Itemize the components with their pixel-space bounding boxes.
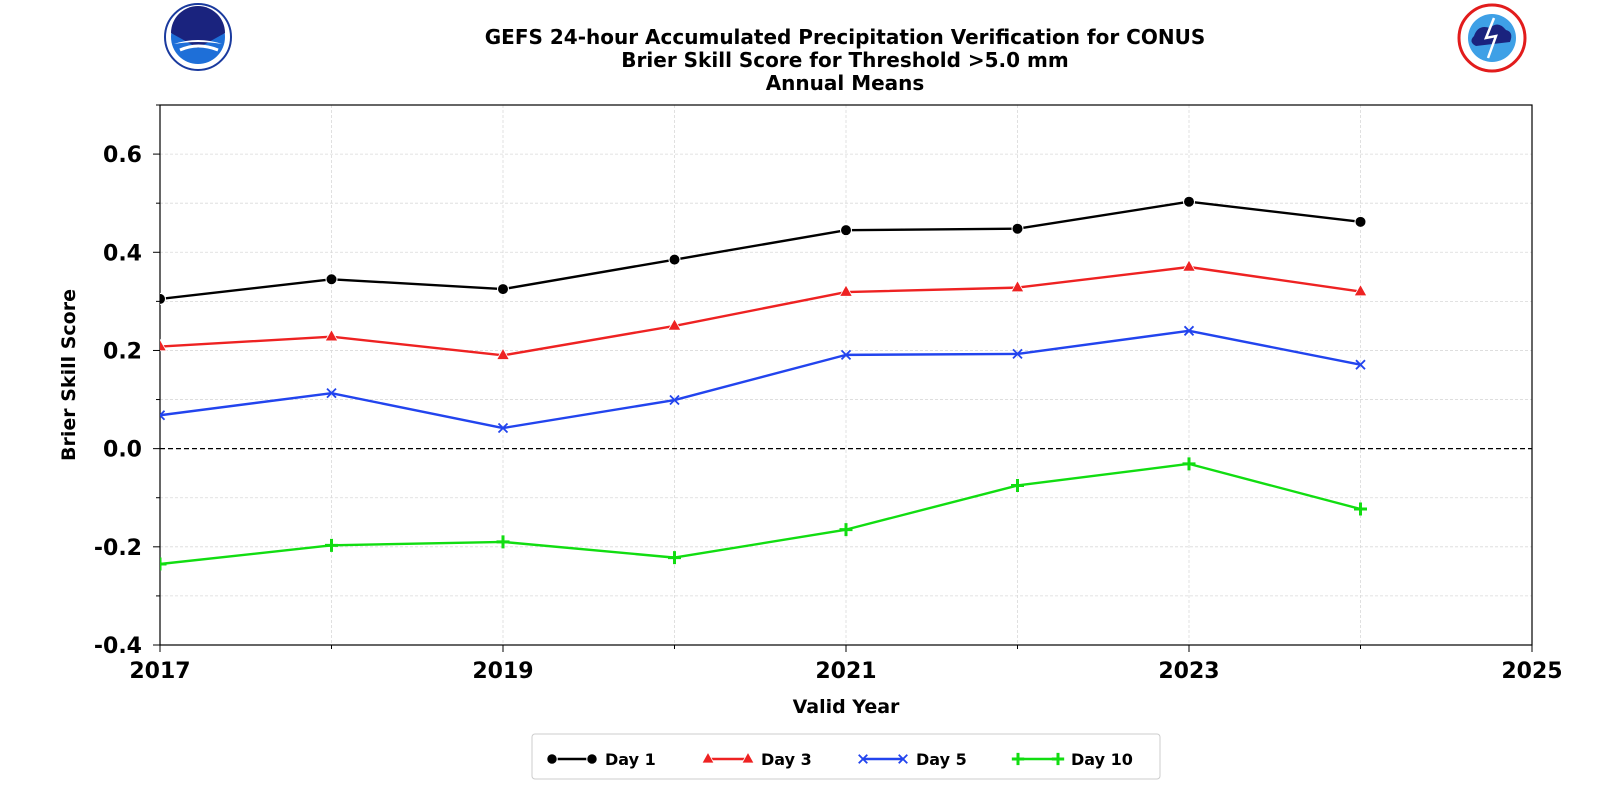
noaa-logo [164, 3, 232, 71]
grid [160, 105, 1532, 645]
data-point-day-10 [1011, 478, 1024, 492]
data-point-day-5 [1355, 359, 1366, 370]
data-point-day-1 [325, 273, 338, 286]
data-point-day-10 [668, 551, 681, 565]
data-point-day-5 [497, 422, 509, 434]
legend-item-day-10: Day 10 [1011, 750, 1133, 769]
legend-marker-day-10 [1051, 752, 1065, 766]
x-tick-label: 2023 [1158, 659, 1219, 684]
data-point-day-3 [324, 328, 339, 342]
data-point-day-5 [1183, 325, 1195, 336]
legend-marker-day-5 [898, 754, 908, 764]
x-tick-label: 2021 [815, 659, 876, 684]
data-point-day-5 [326, 388, 337, 399]
series-line-day-5 [160, 329, 1361, 430]
data-point-day-10 [1182, 457, 1196, 471]
data-point-day-5 [840, 349, 852, 361]
chart-title: GEFS 24-hour Accumulated Precipitation V… [485, 25, 1205, 95]
legend-marker-day-3 [741, 751, 755, 764]
data-point-day-10 [1354, 502, 1367, 516]
legend-label-day-5: Day 5 [916, 750, 967, 769]
data-point-day-3 [160, 338, 167, 352]
data-point-day-10 [496, 535, 510, 549]
series-day-5 [160, 325, 1366, 434]
title-line-1: GEFS 24-hour Accumulated Precipitation V… [485, 25, 1205, 49]
data-point-day-1 [840, 224, 852, 237]
series-day-10 [160, 457, 1367, 571]
data-point-day-1 [1354, 215, 1367, 228]
series-group [160, 195, 1368, 571]
series-day-1 [160, 195, 1367, 305]
y-tick-label: 0.4 [103, 241, 142, 266]
x-axis-label: Valid Year [793, 696, 900, 718]
data-point-day-10 [325, 538, 338, 552]
series-line-day-1 [160, 200, 1361, 301]
title-line-2: Brier Skill Score for Threshold >5.0 mm [621, 48, 1068, 72]
y-tick-label: -0.2 [94, 536, 142, 561]
data-point-day-3 [1353, 283, 1368, 297]
data-point-day-3 [1182, 259, 1196, 272]
series-line-day-3 [160, 265, 1361, 357]
y-tick-label: 0.6 [103, 143, 142, 168]
legend-label-day-10: Day 10 [1071, 750, 1133, 769]
data-point-day-5 [1012, 348, 1023, 360]
x-tick-label: 2019 [472, 659, 533, 684]
data-point-day-1 [160, 292, 166, 305]
legend: Day 1 Day 3 Day 5 Day 10 [531, 733, 1161, 780]
nws-logo [1457, 3, 1527, 73]
data-point-day-3 [839, 284, 853, 297]
data-point-day-1 [1011, 222, 1024, 235]
x-tick-label: 2017 [129, 659, 190, 684]
y-tick-label: -0.4 [94, 634, 142, 659]
legend-marker-day-10 [1011, 752, 1025, 766]
y-tick-label: 0.2 [103, 339, 142, 364]
series-line-day-10 [160, 462, 1361, 566]
legend-label-day-1: Day 1 [605, 750, 656, 769]
data-point-day-3 [496, 347, 510, 360]
data-point-day-5 [669, 394, 680, 406]
legend-box [531, 733, 1161, 780]
legend-items: Day 1 Day 3 Day 5 Day 10 [546, 750, 1133, 769]
legend-marker-day-5 [858, 754, 868, 764]
legend-marker-day-3 [701, 751, 715, 764]
legend-label-day-3: Day 3 [761, 750, 812, 769]
series-day-3 [160, 259, 1368, 360]
data-point-day-1 [668, 253, 681, 266]
legend-item-day-1: Day 1 [546, 750, 656, 769]
data-point-day-1 [497, 283, 509, 296]
data-point-day-10 [160, 557, 167, 571]
data-point-day-1 [1183, 195, 1195, 208]
legend-item-day-3: Day 3 [701, 750, 812, 769]
data-point-day-10 [839, 523, 853, 537]
x-tick-label: 2025 [1501, 659, 1562, 684]
legend-marker-day-1 [586, 753, 598, 765]
y-axis-label: Brier Skill Score [58, 289, 80, 461]
title-line-3: Annual Means [766, 71, 925, 95]
data-point-day-5 [160, 410, 166, 421]
data-point-day-3 [1010, 279, 1025, 293]
y-tick-label: 0.0 [103, 438, 142, 463]
axis-ticks: 2017 2019 2021 2023 2025 -0.4 -0.2 0.0 0.2 0.4 0.6 [94, 104, 1563, 684]
legend-marker-day-1 [546, 753, 558, 765]
legend-item-day-5: Day 5 [858, 750, 967, 769]
data-point-day-3 [667, 318, 682, 331]
